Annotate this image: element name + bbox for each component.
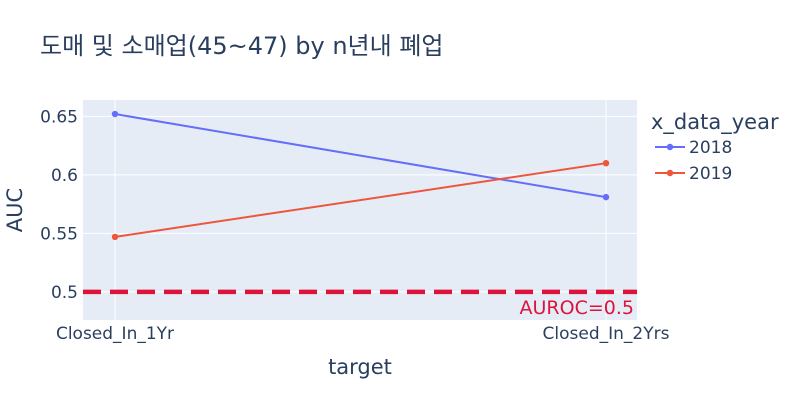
data-point-2018 (602, 193, 610, 201)
data-point-2019 (602, 159, 610, 167)
data-point-2018 (111, 110, 119, 118)
x-tick-label: Closed_In_1Yr (56, 324, 174, 344)
x-axis-title: target (328, 355, 392, 379)
series-group (111, 110, 610, 241)
y-tick-labels: 0.5 0.55 0.6 0.65 (40, 107, 78, 303)
chart-title: 도매 및 소매업(45~47) by n년내 폐업 (40, 32, 444, 60)
x-tick-label: Closed_In_2Yrs (543, 324, 670, 344)
legend[interactable]: x_data_year 2018 2019 (651, 110, 779, 184)
legend-title: x_data_year (651, 110, 779, 135)
reference-line-label: AUROC=0.5 (520, 297, 634, 319)
series-line-2019 (114, 162, 607, 238)
legend-item-label: 2018 (689, 138, 732, 158)
y-tick-label: 0.5 (51, 283, 78, 303)
legend-swatch-marker (666, 143, 674, 151)
x-tick-labels: Closed_In_1Yr Closed_In_2Yrs (56, 324, 670, 344)
series-line-2018 (114, 113, 607, 199)
legend-swatch-marker (666, 169, 674, 177)
reference-line-group: AUROC=0.5 (83, 289, 637, 319)
data-point-2019 (111, 233, 119, 241)
y-tick-label: 0.6 (51, 166, 78, 186)
y-tick-label: 0.55 (40, 224, 78, 244)
plot-background (83, 100, 637, 320)
y-tick-label: 0.65 (40, 107, 78, 127)
y-axis-title: AUC (3, 188, 27, 232)
legend-item-label: 2019 (689, 164, 732, 184)
